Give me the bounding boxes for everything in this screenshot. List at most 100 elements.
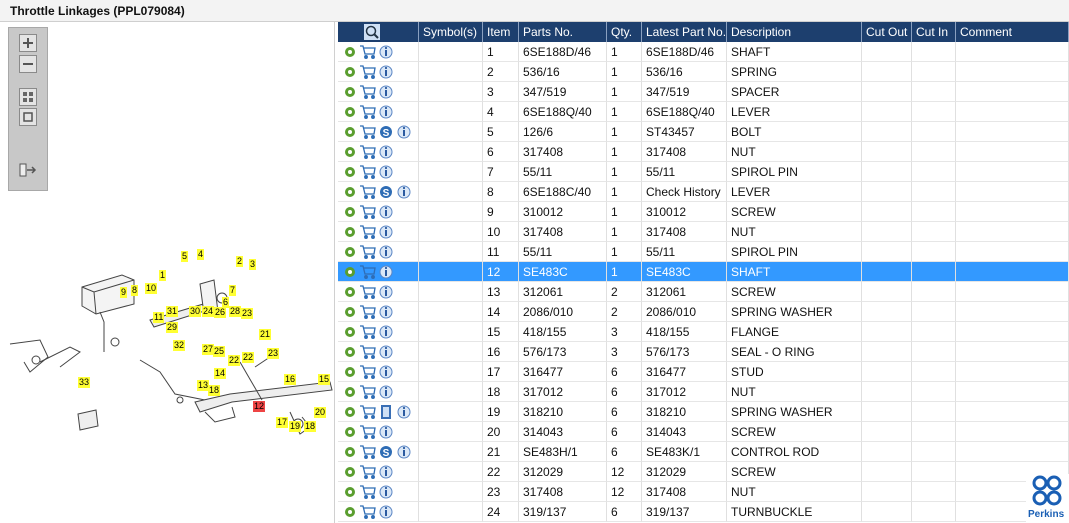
- row-icons[interactable]: [338, 402, 419, 422]
- table-row[interactable]: 183170126317012NUT: [338, 382, 1069, 402]
- row-icons[interactable]: [338, 62, 419, 82]
- table-row[interactable]: 2331740812317408NUT: [338, 482, 1069, 502]
- row-icons[interactable]: [338, 302, 419, 322]
- column-header[interactable]: Description: [727, 22, 862, 42]
- callout[interactable]: 22: [228, 355, 240, 366]
- callout[interactable]: 33: [78, 377, 90, 388]
- table-row[interactable]: 203140436314043SCREW: [338, 422, 1069, 442]
- callout[interactable]: 5: [181, 251, 188, 262]
- callout[interactable]: 12: [253, 401, 265, 412]
- table-row[interactable]: 93100121310012SCREW: [338, 202, 1069, 222]
- supersession-badge[interactable]: S: [383, 448, 390, 459]
- callout[interactable]: 31: [166, 306, 178, 317]
- table-row[interactable]: S86SE188C/401Check HistoryLEVER: [338, 182, 1069, 202]
- table-row[interactable]: 142086/01022086/010SPRING WASHER: [338, 302, 1069, 322]
- table-row[interactable]: 755/11155/11SPIROL PIN: [338, 162, 1069, 182]
- row-icons[interactable]: S: [338, 122, 419, 142]
- export-button[interactable]: [19, 162, 35, 178]
- callout[interactable]: 17: [276, 417, 288, 428]
- callout[interactable]: 4: [197, 249, 204, 260]
- callout[interactable]: 25: [213, 346, 225, 357]
- callout[interactable]: 8: [131, 285, 138, 296]
- table-row[interactable]: S5126/61ST43457BOLT: [338, 122, 1069, 142]
- row-icons[interactable]: S: [338, 182, 419, 202]
- callout[interactable]: 32: [173, 340, 185, 351]
- callout[interactable]: 14: [214, 368, 226, 379]
- fit-button[interactable]: [19, 88, 37, 106]
- callout[interactable]: 18: [304, 421, 316, 432]
- row-icons[interactable]: [338, 42, 419, 62]
- table-row[interactable]: 2536/161536/16SPRING: [338, 62, 1069, 82]
- callout[interactable]: 16: [284, 374, 296, 385]
- row-icons[interactable]: [338, 502, 419, 522]
- callout[interactable]: 26: [214, 307, 226, 318]
- row-icons[interactable]: [338, 342, 419, 362]
- callout[interactable]: 11: [153, 312, 164, 323]
- row-icons[interactable]: [338, 482, 419, 502]
- column-header[interactable]: Qty.: [607, 22, 642, 42]
- row-icons[interactable]: [338, 82, 419, 102]
- table-row[interactable]: 15418/1553418/155FLANGE: [338, 322, 1069, 342]
- icon-cell: [338, 62, 419, 82]
- callout[interactable]: 21: [259, 329, 271, 340]
- row-icons[interactable]: [338, 102, 419, 122]
- callout[interactable]: 10: [145, 283, 157, 294]
- column-header[interactable]: Parts No.: [519, 22, 607, 42]
- zoom-in-button[interactable]: [19, 34, 37, 52]
- column-header[interactable]: Item: [483, 22, 519, 42]
- row-icons[interactable]: [338, 282, 419, 302]
- column-header[interactable]: Cut Out: [862, 22, 912, 42]
- callout[interactable]: 22: [242, 352, 254, 363]
- row-icons[interactable]: [338, 382, 419, 402]
- callout[interactable]: 7: [229, 285, 236, 296]
- table-row[interactable]: S21SE483H/16SE483K/1CONTROL ROD: [338, 442, 1069, 462]
- row-icons[interactable]: [338, 162, 419, 182]
- row-icons[interactable]: [338, 202, 419, 222]
- row-icons[interactable]: S: [338, 442, 419, 462]
- actual-size-button[interactable]: [19, 108, 37, 126]
- callout[interactable]: 2: [236, 256, 243, 267]
- table-row[interactable]: 12SE483C1SE483CSHAFT: [338, 262, 1069, 282]
- table-row[interactable]: 46SE188Q/4016SE188Q/40LEVER: [338, 102, 1069, 122]
- column-header[interactable]: Latest Part No.: [642, 22, 727, 42]
- table-row[interactable]: 24319/1376319/137TURNBUCKLE: [338, 502, 1069, 522]
- callout[interactable]: 20: [314, 407, 326, 418]
- table-row[interactable]: 63174081317408NUT: [338, 142, 1069, 162]
- callout[interactable]: 15: [318, 374, 330, 385]
- row-icons[interactable]: [338, 242, 419, 262]
- row-icons[interactable]: [338, 362, 419, 382]
- callout[interactable]: 23: [241, 308, 253, 319]
- row-icons[interactable]: [338, 262, 419, 282]
- column-header[interactable]: Cut In: [912, 22, 956, 42]
- callout[interactable]: 1: [159, 270, 166, 281]
- table-row[interactable]: 16576/1733576/173SEAL - O RING: [338, 342, 1069, 362]
- callout[interactable]: 23: [267, 348, 279, 359]
- table-row[interactable]: 1155/11155/11SPIROL PIN: [338, 242, 1069, 262]
- column-header[interactable]: Comment: [956, 22, 1069, 42]
- column-header[interactable]: Symbol(s): [419, 22, 483, 42]
- callout[interactable]: 19: [289, 421, 301, 432]
- row-icons[interactable]: [338, 142, 419, 162]
- callout[interactable]: 29: [166, 322, 178, 333]
- table-row[interactable]: 2231202912312029SCREW: [338, 462, 1069, 482]
- table-row[interactable]: 193182106318210SPRING WASHER: [338, 402, 1069, 422]
- zoom-out-button[interactable]: [19, 55, 37, 73]
- table-row[interactable]: 133120612312061SCREW: [338, 282, 1069, 302]
- row-icons[interactable]: [338, 322, 419, 342]
- callout[interactable]: 9: [120, 287, 127, 298]
- table-row[interactable]: 173164776316477STUD: [338, 362, 1069, 382]
- parts-no-cell: 317408: [519, 222, 607, 242]
- callout[interactable]: 24: [202, 306, 214, 317]
- callout[interactable]: 3: [249, 259, 256, 270]
- row-icons[interactable]: [338, 222, 419, 242]
- row-icons[interactable]: [338, 462, 419, 482]
- callout[interactable]: 28: [229, 306, 241, 317]
- callout[interactable]: 18: [208, 385, 220, 396]
- table-row[interactable]: 16SE188D/4616SE188D/46SHAFT: [338, 42, 1069, 62]
- table-row[interactable]: 103174081317408NUT: [338, 222, 1069, 242]
- callout[interactable]: 30: [189, 306, 201, 317]
- row-icons[interactable]: [338, 422, 419, 442]
- table-row[interactable]: 3347/5191347/519SPACER: [338, 82, 1069, 102]
- supersession-badge[interactable]: S: [383, 128, 390, 139]
- supersession-badge[interactable]: S: [383, 188, 390, 199]
